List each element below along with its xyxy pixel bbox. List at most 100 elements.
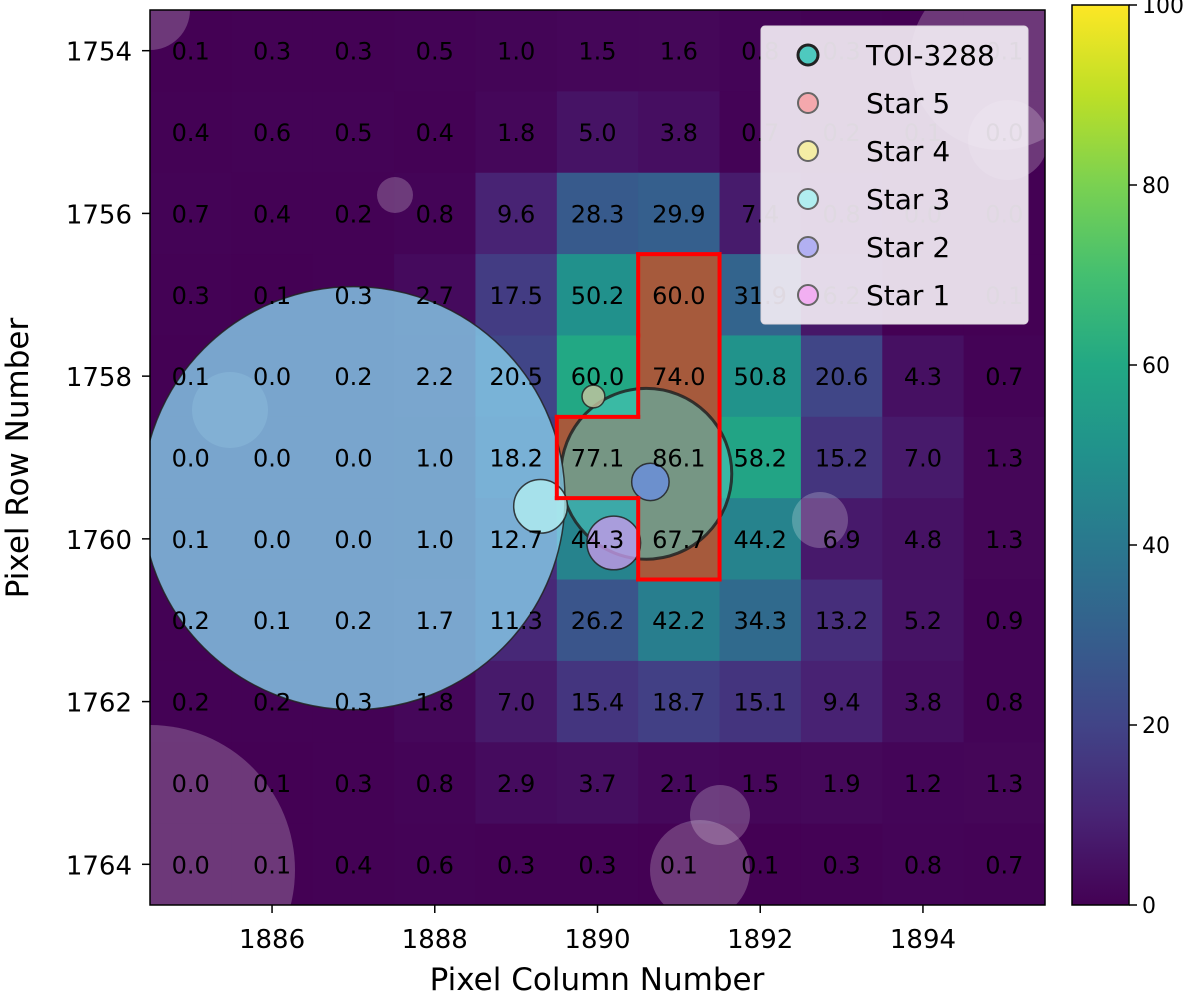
pixel-value: 0.3 <box>497 851 535 879</box>
pixel-cell <box>963 579 1045 662</box>
star-marker-star-3 <box>512 478 569 534</box>
y-tick-label: 1760 <box>66 526 132 556</box>
pixel-cell <box>150 823 232 905</box>
legend-entry: Star 5 <box>797 87 950 120</box>
pixel-cell <box>231 10 314 92</box>
legend-entry: Star 2 <box>797 231 950 264</box>
legend-entry: TOI-3288 <box>796 39 995 72</box>
background-star-blob <box>792 492 848 548</box>
pixel-cell <box>719 579 802 662</box>
pixel-cell <box>719 498 802 581</box>
pixel-value: 15.1 <box>734 689 787 717</box>
pixel-cell <box>394 172 476 255</box>
pixel-value: 0.2 <box>253 689 291 717</box>
y-tick-label: 1756 <box>66 200 132 230</box>
star-marker-star-2 <box>630 462 670 502</box>
star-markers <box>150 10 1045 905</box>
pixel-cell <box>800 742 883 825</box>
pixel-value: 0.3 <box>578 851 616 879</box>
pixel-cell <box>150 10 232 92</box>
pixel-value: 0.2 <box>172 689 210 717</box>
pixel-value: 0.4 <box>253 200 291 228</box>
x-axis-title: Pixel Column Number <box>430 962 765 997</box>
pixel-cell <box>719 335 802 418</box>
pixel-cell <box>231 91 314 174</box>
pixel-value: 58.2 <box>734 445 787 473</box>
y-tick-label: 1762 <box>66 689 132 719</box>
pixel-value: 0.1 <box>660 851 698 879</box>
colorbar-tick-label: 0 <box>1142 894 1156 919</box>
pixel-value: 5.2 <box>904 607 942 635</box>
pixel-value: 0.0 <box>253 363 291 391</box>
pixel-value: 18.2 <box>489 445 542 473</box>
colorbar-tick-label: 80 <box>1142 174 1170 199</box>
pixel-cell <box>475 10 558 92</box>
pixel-value: 0.1 <box>172 363 210 391</box>
pixel-value: 0.0 <box>334 445 372 473</box>
pixel-cell <box>556 579 639 662</box>
pixel-value: 74.0 <box>652 363 705 391</box>
pixel-value: 0.0 <box>172 445 210 473</box>
legend-marker-icon <box>796 43 820 67</box>
pixel-value: 0.1 <box>253 282 291 310</box>
pixel-cell <box>394 823 476 905</box>
pixel-value: 60.0 <box>571 363 624 391</box>
pixel-value: 77.1 <box>571 445 624 473</box>
pixel-value: 6.9 <box>823 526 861 554</box>
pixel-value: 0.0 <box>172 770 210 798</box>
pixel-value: 20.6 <box>815 363 868 391</box>
pixel-cell <box>638 254 721 336</box>
pixel-value: 0.8 <box>904 851 942 879</box>
background-star-blob <box>377 177 413 213</box>
legend-entry: Star 3 <box>797 183 950 216</box>
pixel-value: 7.0 <box>904 445 942 473</box>
background-star-blob <box>150 725 295 905</box>
background-star-blob <box>150 10 190 50</box>
pixel-value: 0.3 <box>334 770 372 798</box>
pixel-value: 1.5 <box>741 770 779 798</box>
pixel-value: 1.8 <box>416 689 454 717</box>
pixel-cell <box>719 660 802 743</box>
pixel-value: 1.9 <box>823 770 861 798</box>
pixel-value: 18.7 <box>652 689 705 717</box>
pixel-cell <box>394 742 476 825</box>
pixel-value: 1.5 <box>578 38 616 66</box>
pixel-value: 0.3 <box>334 282 372 310</box>
pixel-value: 0.2 <box>334 607 372 635</box>
pixel-value: 0.1 <box>172 526 210 554</box>
pixel-cell <box>150 742 232 825</box>
pixel-value: 4.8 <box>904 526 942 554</box>
pixel-cell <box>800 498 883 581</box>
pixel-cell <box>231 823 314 905</box>
pixel-cell <box>231 742 314 825</box>
pixel-cell <box>719 416 802 499</box>
pixel-cell <box>719 742 802 825</box>
pixel-value: 3.8 <box>904 689 942 717</box>
pixel-value: 15.2 <box>815 445 868 473</box>
legend-marker-icon <box>797 188 819 210</box>
pixel-value: 7.0 <box>497 689 535 717</box>
pixel-value: 0.1 <box>741 851 779 879</box>
legend: TOI-3288 Star 5 Star 4 Star 3 Star 2 Star 1 <box>760 25 1029 325</box>
background-star-blob <box>690 785 750 845</box>
pixel-cell <box>312 10 395 92</box>
pixel-cell <box>150 660 232 743</box>
pixel-cell <box>882 498 965 581</box>
pixel-cell <box>475 172 558 255</box>
pixel-cell <box>638 91 721 174</box>
pixel-value: 13.2 <box>815 607 868 635</box>
pixel-value: 44.3 <box>571 526 624 554</box>
pixel-value: 44.2 <box>734 526 787 554</box>
colorbar-tick-label: 20 <box>1142 714 1170 739</box>
pixel-value: 50.2 <box>571 282 624 310</box>
legend-entry: Star 1 <box>797 279 950 312</box>
legend-marker-icon <box>797 284 819 306</box>
pixel-cell <box>963 660 1045 743</box>
pixel-value: 0.7 <box>985 363 1023 391</box>
pixel-value: 1.2 <box>904 770 942 798</box>
x-tick-label: 1886 <box>239 925 305 955</box>
pixel-cell <box>800 660 883 743</box>
pixel-value: 34.3 <box>734 607 787 635</box>
y-tick-label: 1758 <box>66 363 132 393</box>
